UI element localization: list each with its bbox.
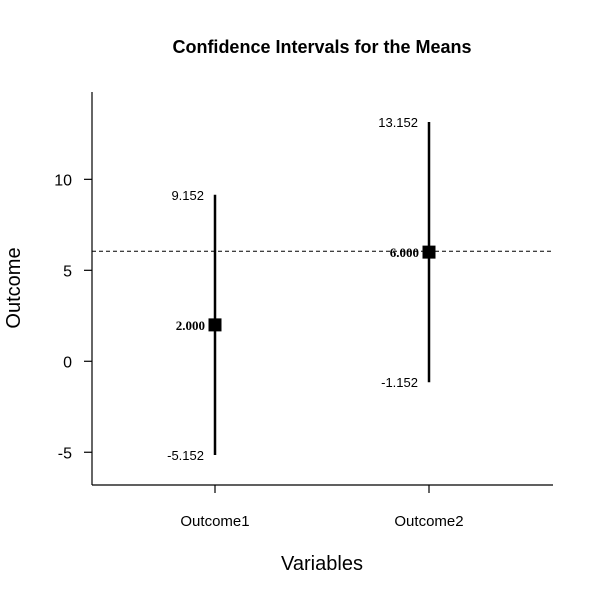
x-tick-label: Outcome1 (180, 513, 249, 530)
y-tick-label: -5 (58, 445, 72, 462)
lower-bound-label: -1.152 (381, 375, 418, 390)
upper-bound-label: 13.152 (378, 115, 418, 130)
mean-label: 6.000 (390, 245, 419, 260)
x-tick-label: Outcome2 (394, 513, 463, 530)
y-axis-label: Outcome (3, 247, 25, 328)
lower-bound-label: -5.152 (167, 448, 204, 463)
y-tick-label: 0 (63, 354, 72, 371)
mean-label: 2.000 (176, 318, 205, 333)
chart-title: Confidence Intervals for the Means (172, 37, 471, 57)
y-tick-label: 5 (63, 263, 72, 280)
y-tick-label: 10 (54, 172, 72, 189)
x-axis-label: Variables (281, 553, 363, 575)
mean-marker (208, 318, 222, 332)
upper-bound-label: 9.152 (171, 188, 204, 203)
y-ticks: -5 0 5 10 (54, 172, 92, 462)
x-ticks: Outcome1 Outcome2 (180, 485, 464, 530)
interval-group: 2.000 9.152 -5.152 6.000 13.152 -1.152 (167, 115, 436, 463)
mean-marker (422, 245, 436, 259)
